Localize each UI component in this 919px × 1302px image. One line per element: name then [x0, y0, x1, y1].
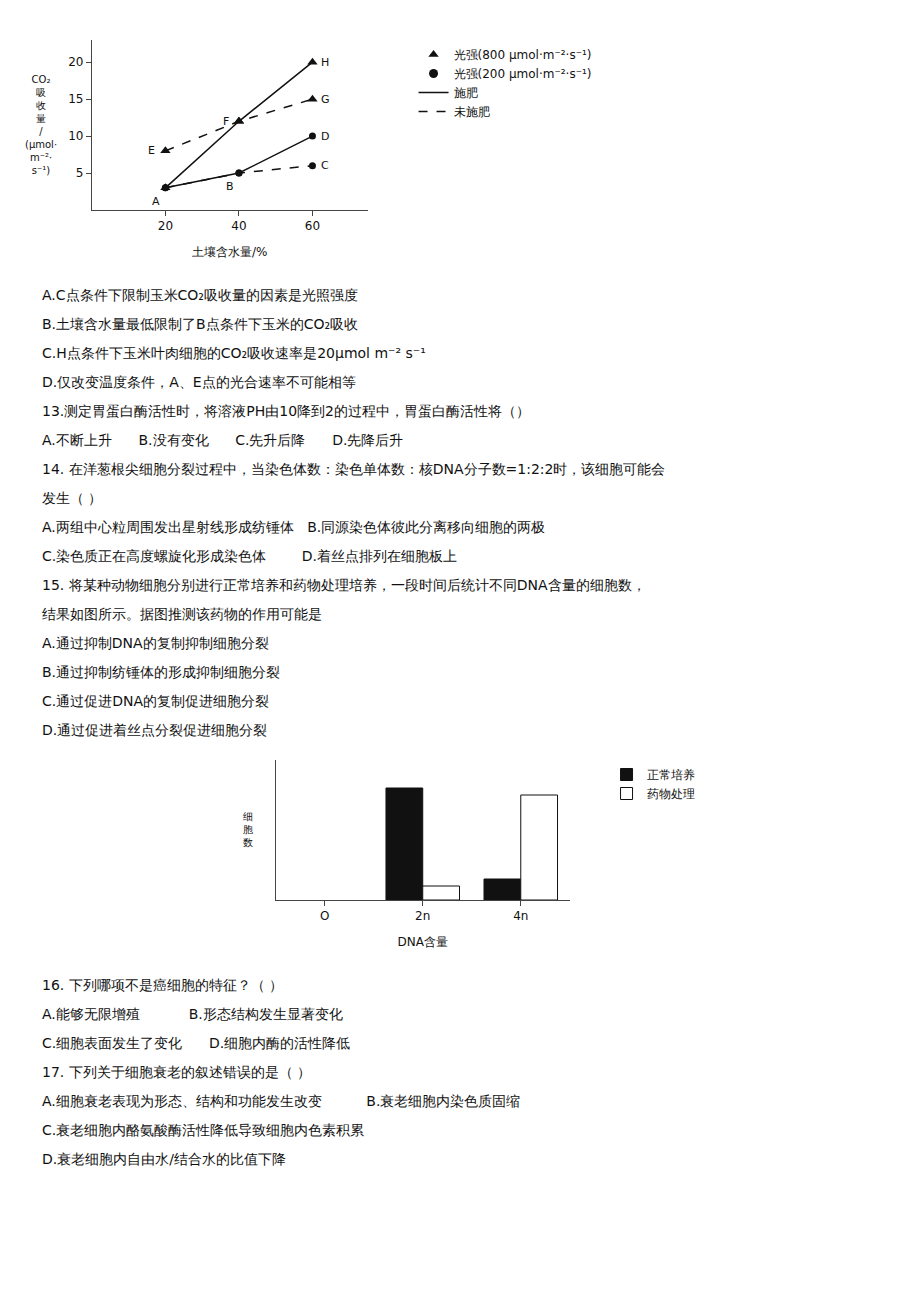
- svg-text:C.染色质正在高度螺旋化形成染色体 D.着丝点: C.染色质正在高度螺旋化形成染色体 D.着丝点排列在细胞板上: [42, 548, 457, 564]
- svg-text:结果如图所示。据图推测该药物的作用可能是: 结果如图所示。据图推测该药物的作用可能是: [42, 606, 322, 622]
- svg-text:F: F: [223, 115, 229, 128]
- svg-text:A.C点条件下限制玉米CO₂吸收量的因素是光照强度: A.C点条件下限制玉米CO₂吸收量的因素是光照强度: [42, 287, 358, 303]
- svg-text:光强(200 μmol·m⁻²·s⁻¹): 光强(200 μmol·m⁻²·s⁻¹): [454, 67, 592, 81]
- svg-text:C.通过促进DNA的复制促进细胞分裂: C.通过促进DNA的复制促进细胞分裂: [42, 693, 269, 709]
- svg-text:DNA含量: DNA含量: [398, 935, 448, 949]
- svg-text:D.通过促进着丝点分裂促进细胞分裂: D.通过促进着丝点分裂促进细胞分裂: [42, 722, 267, 738]
- svg-text:正常培养: 正常培养: [647, 768, 695, 782]
- svg-text:CO₂吸收量/(μmol·m⁻²·s⁻¹): CO₂吸收量/(μmol·m⁻²·s⁻¹): [25, 74, 57, 176]
- svg-text:13.测定胃蛋白酶活性时，将溶液PH由10降到2的过程中，胃: 13.测定胃蛋白酶活性时，将溶液PH由10降到2的过程中，胃蛋白酶活性将（）: [42, 403, 530, 419]
- svg-text:D: D: [321, 130, 329, 143]
- svg-text:药物处理: 药物处理: [647, 787, 695, 801]
- svg-text:B: B: [226, 180, 234, 193]
- svg-text:15: 15: [68, 92, 83, 106]
- svg-text:4n: 4n: [513, 909, 528, 923]
- svg-text:C.衰老细胞内酪氨酸酶活性降低导致细胞内色素积累: C.衰老细胞内酪氨酸酶活性降低导致细胞内色素积累: [42, 1122, 364, 1138]
- svg-text:15. 将某种动物细胞分别进行正常培养和药物处理培养，一段时: 15. 将某种动物细胞分别进行正常培养和药物处理培养，一段时间后统计不同DNA含…: [42, 577, 646, 593]
- svg-text:发生（ ）: 发生（ ）: [42, 490, 102, 506]
- svg-text:土壤含水量/%: 土壤含水量/%: [192, 245, 267, 259]
- svg-text:17. 下列关于细胞衰老的叙述错误的是（ ）: 17. 下列关于细胞衰老的叙述错误的是（ ）: [42, 1064, 311, 1080]
- svg-text:A: A: [152, 195, 160, 208]
- svg-text:2n: 2n: [415, 909, 430, 923]
- svg-text:A.两组中心粒周围发出星射线形成纺锤体 B.同源染色体彼: A.两组中心粒周围发出星射线形成纺锤体 B.同源染色体彼此分离移向细胞的两极: [42, 519, 545, 535]
- svg-text:A.通过抑制DNA的复制抑制细胞分裂: A.通过抑制DNA的复制抑制细胞分裂: [42, 635, 269, 651]
- svg-text:40: 40: [231, 219, 246, 233]
- svg-text:C.H点条件下玉米叶肉细胞的CO₂吸收速率是20μmol m: C.H点条件下玉米叶肉细胞的CO₂吸收速率是20μmol m⁻² s⁻¹: [42, 345, 426, 361]
- svg-text:细胞数: 细胞数: [243, 811, 253, 848]
- svg-text:光强(800 μmol·m⁻²·s⁻¹): 光强(800 μmol·m⁻²·s⁻¹): [454, 48, 592, 62]
- svg-text:H: H: [321, 56, 329, 69]
- svg-text:D.衰老细胞内自由水/结合水的比值下降: D.衰老细胞内自由水/结合水的比值下降: [42, 1151, 286, 1167]
- svg-text:G: G: [321, 93, 330, 106]
- svg-text:O: O: [320, 909, 329, 923]
- svg-text:A.能够无限增殖 B.形态结构发生显著变: A.能够无限增殖 B.形态结构发生显著变化: [42, 1006, 343, 1022]
- svg-text:C.细胞表面发生了变化 D.细胞内酶的活性降低: C.细胞表面发生了变化 D.细胞内酶的活性降低: [42, 1035, 350, 1051]
- svg-text:A.细胞衰老表现为形态、结构和功能发生改变: A.细胞衰老表现为形态、结构和功能发生改变 B.衰老细胞内染色质固缩: [42, 1093, 520, 1109]
- svg-text:16. 下列哪项不是癌细胞的特征？（ ）: 16. 下列哪项不是癌细胞的特征？（ ）: [42, 977, 283, 993]
- svg-text:施肥: 施肥: [454, 86, 478, 100]
- svg-text:D.仅改变温度条件，A、E点的光合速率不可能相等: D.仅改变温度条件，A、E点的光合速率不可能相等: [42, 374, 356, 390]
- svg-text:20: 20: [158, 219, 173, 233]
- svg-text:E: E: [148, 144, 155, 157]
- svg-text:60: 60: [305, 219, 320, 233]
- svg-text:B.通过抑制纺锤体的形成抑制细胞分裂: B.通过抑制纺锤体的形成抑制细胞分裂: [42, 664, 280, 680]
- svg-text:未施肥: 未施肥: [454, 105, 490, 119]
- svg-text:14. 在洋葱根尖细胞分裂过程中，当染色体数：染色单体数：核: 14. 在洋葱根尖细胞分裂过程中，当染色体数：染色单体数：核DNA分子数=1:2…: [42, 461, 665, 477]
- svg-text:B.土壤含水量最低限制了B点条件下玉米的CO₂吸收: B.土壤含水量最低限制了B点条件下玉米的CO₂吸收: [42, 316, 358, 332]
- svg-text:C: C: [321, 159, 329, 172]
- svg-text:10: 10: [68, 129, 83, 143]
- svg-text:5: 5: [76, 166, 84, 180]
- svg-text:20: 20: [68, 55, 83, 69]
- svg-text:A.不断上升 B.没有变化 C.先升后降: A.不断上升 B.没有变化 C.先升后降 D.先降后升: [42, 432, 403, 448]
